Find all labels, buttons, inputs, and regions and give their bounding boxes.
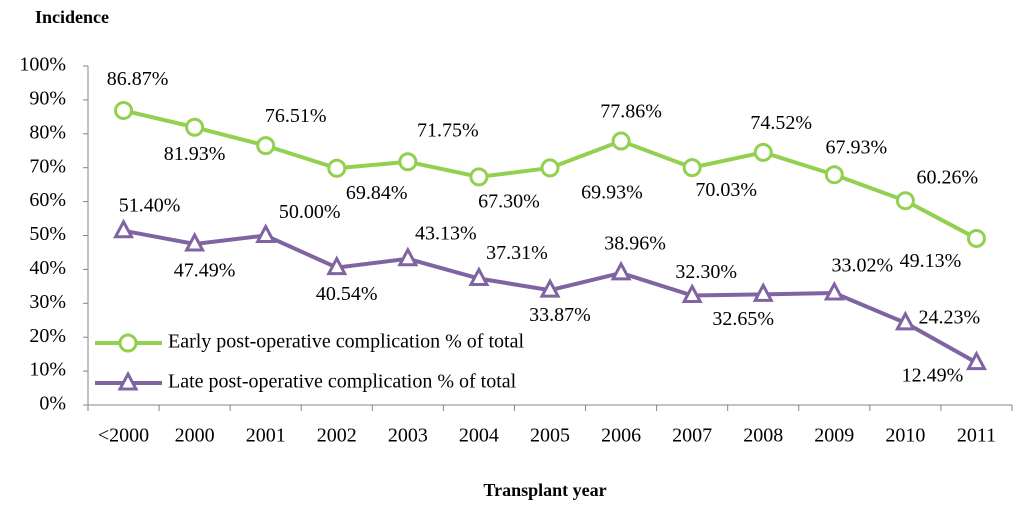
data-label: 40.54%	[316, 283, 378, 305]
data-label: 51.40%	[119, 194, 181, 216]
data-label: 71.75%	[417, 119, 479, 141]
data-point	[540, 158, 560, 178]
data-point	[397, 246, 419, 267]
data-label: 37.31%	[486, 242, 548, 264]
y-axis-title: Incidence	[35, 7, 109, 27]
data-label: 24.23%	[919, 306, 981, 328]
x-tick-label: 2004	[459, 425, 499, 447]
data-point	[398, 152, 418, 172]
data-label: 67.93%	[825, 136, 887, 158]
y-tick-label: 60%	[29, 189, 66, 211]
data-point	[113, 218, 135, 239]
data-point	[824, 165, 844, 185]
data-point	[468, 266, 490, 287]
y-tick-label: 70%	[29, 155, 66, 177]
data-label: 47.49%	[174, 260, 236, 282]
x-tick-label: 2005	[530, 425, 570, 447]
data-point	[753, 142, 773, 162]
x-tick-label: <2000	[98, 425, 149, 447]
y-tick-label: 90%	[29, 87, 66, 109]
data-label: 86.87%	[107, 68, 169, 90]
y-tick-label: 0%	[39, 393, 66, 415]
data-point	[185, 117, 205, 137]
data-label: 77.86%	[600, 101, 662, 123]
data-label: 74.52%	[750, 112, 812, 134]
data-label: 67.30%	[478, 190, 540, 212]
data-point	[894, 310, 916, 331]
legend-marker	[117, 370, 139, 391]
data-point	[114, 101, 134, 121]
legend-marker	[118, 333, 138, 353]
data-point	[256, 136, 276, 156]
data-label: 33.87%	[529, 304, 591, 326]
data-label: 49.13%	[900, 250, 962, 272]
data-point	[965, 350, 987, 371]
data-label: 32.65%	[712, 308, 774, 330]
data-point	[539, 277, 561, 298]
x-tick-label: 2003	[388, 425, 428, 447]
data-label: 60.26%	[917, 166, 979, 188]
y-tick-label: 100%	[19, 54, 66, 76]
data-point	[682, 158, 702, 178]
y-tick-label: 30%	[29, 291, 66, 313]
data-point	[327, 158, 347, 178]
x-tick-label: 2010	[885, 425, 925, 447]
y-tick-label: 50%	[29, 223, 66, 245]
x-tick-label: 2008	[743, 425, 783, 447]
data-point	[823, 280, 845, 301]
data-label: 69.84%	[346, 182, 408, 204]
data-label: 38.96%	[604, 233, 666, 255]
data-label: 43.13%	[415, 222, 477, 244]
legend-label: Early post-operative complication % of t…	[168, 331, 524, 353]
data-label: 70.03%	[695, 179, 757, 201]
y-tick-label: 40%	[29, 257, 66, 279]
data-point	[752, 282, 774, 302]
x-tick-label: 2002	[317, 425, 357, 447]
y-tick-label: 80%	[29, 121, 66, 143]
data-label: 69.93%	[581, 182, 643, 204]
data-label: 76.51%	[265, 105, 327, 127]
x-tick-label: 2001	[246, 425, 286, 447]
x-tick-label: 2007	[672, 425, 712, 447]
x-tick-label: 2006	[601, 425, 641, 447]
data-point	[611, 131, 631, 151]
data-point	[326, 255, 348, 276]
data-point	[966, 228, 986, 248]
legend-label: Late post-operative complication % of to…	[168, 371, 517, 393]
data-point	[681, 283, 703, 304]
data-point	[469, 167, 489, 187]
data-label: 32.30%	[675, 261, 737, 283]
data-label: 50.00%	[279, 201, 341, 223]
y-tick-label: 20%	[29, 325, 66, 347]
data-label: 33.02%	[831, 255, 893, 277]
x-axis-title: Transplant year	[483, 480, 606, 500]
x-tick-label: 2009	[814, 425, 854, 447]
y-tick-label: 10%	[29, 359, 66, 381]
data-point	[610, 260, 632, 281]
data-point	[255, 223, 277, 243]
x-tick-label: 2011	[957, 425, 996, 447]
data-label: 81.93%	[164, 143, 226, 165]
data-label: 12.49%	[902, 364, 964, 386]
data-point	[184, 231, 206, 252]
x-tick-label: 2000	[175, 425, 215, 447]
data-point	[895, 191, 915, 211]
